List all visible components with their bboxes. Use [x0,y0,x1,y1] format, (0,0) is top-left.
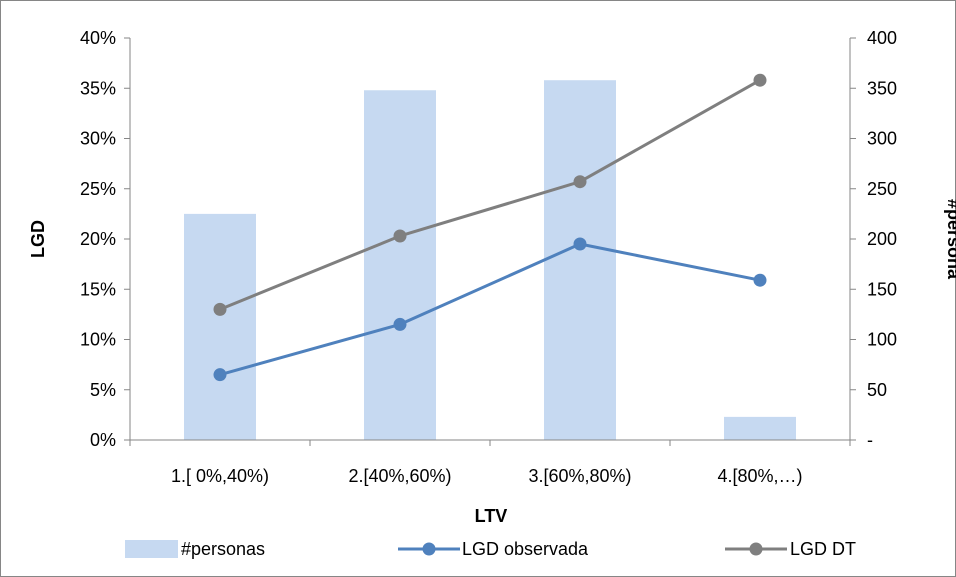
left-axis-tick-label: 35% [80,78,116,98]
bar-personas [364,90,436,440]
series-point-lgd-dt [573,175,587,189]
series-point-lgd-dt [753,73,767,87]
left-axis-tick-label: 5% [90,380,116,400]
right-axis-tick-label: 200 [867,229,897,249]
left-axis-tick-label: 15% [80,279,116,299]
x-axis-tick-label: 4.[80%,…) [717,466,802,486]
series-line-lgd-observada [219,242,761,377]
x-axis-title: LTV [475,506,508,526]
bar-personas [184,213,256,440]
legend-marker-lgd-observada [422,542,436,556]
series-point-lgd-observada [393,317,407,331]
left-axis-tick-label: 40% [80,28,116,48]
right-axis-tick-label: 50 [867,380,887,400]
right-axis-tick-label: 100 [867,330,897,350]
right-axis-tick-label: 350 [867,78,897,98]
legend-label-personas: #personas [181,539,265,559]
x-axis-tick-label: 1.[ 0%,40%) [171,466,269,486]
series-point-lgd-dt [393,229,407,243]
left-axis-tick-label: 25% [80,179,116,199]
series-point-lgd-observada [753,273,767,287]
right-axis-tick-label: 150 [867,279,897,299]
right-axis-tick-label: - [867,430,873,450]
left-axis-title: LGD [28,220,48,258]
legend-label-lgd-observada: LGD observada [462,539,589,559]
series-line-lgd-dt [219,78,761,311]
legend-marker-lgd-dt [749,542,763,556]
legend-label-lgd-dt: LGD DT [790,539,856,559]
series-point-lgd-observada [213,368,227,382]
right-axis-tick-label: 400 [867,28,897,48]
bar-personas [544,80,616,441]
series-point-lgd-dt [213,302,227,316]
left-axis-tick-label: 10% [80,330,116,350]
left-axis-tick-label: 30% [80,129,116,149]
series-point-lgd-observada [573,237,587,251]
left-axis-tick-label: 0% [90,430,116,450]
right-axis-tick-label: 250 [867,179,897,199]
left-axis-tick-label: 20% [80,229,116,249]
right-axis-tick-label: 300 [867,129,897,149]
bar-personas [724,416,796,440]
right-axis-title: #persona [944,199,956,280]
x-axis-tick-label: 2.[40%,60%) [348,466,451,486]
x-axis-tick-label: 3.[60%,80%) [528,466,631,486]
legend-swatch-personas [125,540,178,558]
